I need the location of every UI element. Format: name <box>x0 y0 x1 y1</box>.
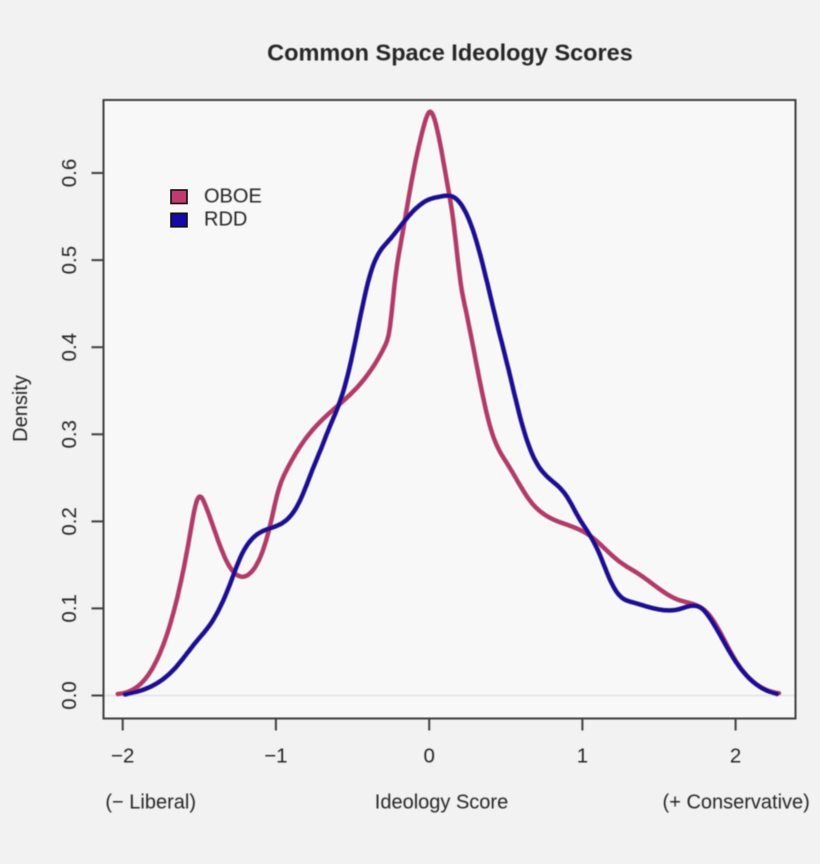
svg-text:0.1: 0.1 <box>58 594 81 623</box>
svg-text:0.5: 0.5 <box>58 246 81 275</box>
svg-text:0.2: 0.2 <box>58 507 81 536</box>
svg-text:(− Liberal): (− Liberal) <box>105 792 196 814</box>
svg-text:1: 1 <box>577 744 588 767</box>
svg-text:(+ Conservative): (+ Conservative) <box>663 792 810 814</box>
svg-text:−2: −2 <box>111 744 134 767</box>
svg-text:0.0: 0.0 <box>58 681 81 710</box>
svg-text:0.4: 0.4 <box>58 333 81 362</box>
svg-text:Common Space Ideology Scores: Common Space Ideology Scores <box>267 40 633 66</box>
svg-text:−1: −1 <box>264 744 287 767</box>
svg-text:Ideology Score: Ideology Score <box>375 792 508 814</box>
svg-text:OBOE: OBOE <box>204 185 262 207</box>
svg-text:2: 2 <box>730 744 741 767</box>
svg-text:Density: Density <box>10 375 32 442</box>
svg-text:0.6: 0.6 <box>58 159 81 188</box>
svg-text:RDD: RDD <box>204 209 247 231</box>
svg-text:0.3: 0.3 <box>58 420 81 449</box>
svg-text:0: 0 <box>423 744 434 767</box>
